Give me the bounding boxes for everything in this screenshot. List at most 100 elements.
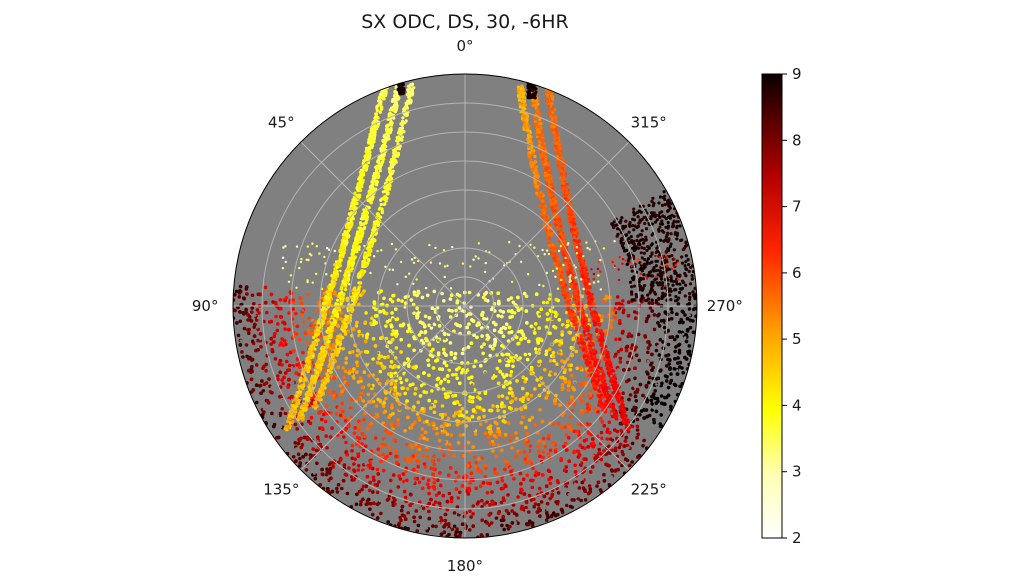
scatter-point-4004 — [650, 288, 655, 292]
scatter-point-202 — [412, 311, 416, 316]
scatter-point-1935 — [281, 381, 286, 386]
scatter-point-2343 — [342, 415, 347, 420]
scatter-point-3079 — [350, 369, 355, 374]
scatter-point-3582 — [660, 286, 664, 290]
scatter-point-3885 — [682, 246, 687, 250]
scatter-point-2052 — [509, 296, 514, 300]
scatter-point-2769 — [386, 355, 390, 359]
scatter-point-223 — [241, 355, 245, 359]
scatter-point-3094 — [577, 486, 582, 490]
scatter-point-4514 — [334, 319, 338, 324]
scatter-point-3904 — [650, 252, 654, 256]
scatter-point-3105 — [287, 327, 291, 332]
scatter-point-3361 — [273, 332, 277, 336]
scatter-point-3454 — [625, 344, 630, 349]
scatter-point-2232 — [370, 512, 375, 517]
scatter-point-158 — [636, 432, 640, 437]
scatter-point-298 — [431, 347, 435, 352]
scatter-point-2233 — [506, 527, 511, 531]
scatter-point-359 — [350, 456, 355, 461]
scatter-point-3272 — [446, 473, 451, 478]
scatter-point-3709 — [662, 230, 666, 234]
scatter-point-3502 — [416, 464, 421, 469]
scatter-point-1816 — [481, 351, 486, 356]
scatter-point-51 — [367, 383, 371, 387]
scatter-point-1762 — [420, 338, 424, 343]
scatter-point-3156 — [480, 312, 484, 317]
scatter-point-3330 — [422, 371, 426, 375]
scatter-point-2845 — [521, 386, 525, 391]
scatter-point-1562 — [250, 310, 254, 314]
scatter-point-3352 — [334, 412, 339, 416]
scatter-point-1746 — [452, 524, 457, 529]
scatter-point-2737 — [402, 489, 407, 494]
scatter-point-4637 — [315, 371, 320, 375]
scatter-point-2036 — [416, 523, 421, 528]
scatter-point-2340 — [399, 380, 404, 385]
scatter-point-3087 — [642, 408, 646, 412]
scatter-point-4682 — [335, 310, 339, 314]
scatter-point-3364 — [427, 485, 431, 490]
scatter-point-3812 — [684, 260, 688, 264]
scatter-point-3006 — [586, 445, 590, 449]
scatter-point-2412 — [371, 399, 376, 404]
scatter-point-383 — [505, 352, 509, 357]
scatter-point-1647 — [541, 455, 545, 460]
scatter-point-2082 — [505, 363, 509, 368]
scatter-point-2359 — [489, 521, 494, 525]
scatter-point-3253 — [533, 423, 538, 427]
scatter-point-3962 — [664, 250, 668, 254]
scatter-point-2168 — [473, 465, 478, 469]
scatter-point-1706 — [325, 446, 329, 450]
scatter-point-3826 — [637, 221, 641, 225]
scatter-point-2405 — [247, 327, 251, 332]
scatter-point-3876 — [636, 215, 640, 219]
scatter-point-2123 — [418, 394, 423, 398]
scatter-point-2841 — [508, 315, 512, 320]
scatter-point-58 — [442, 299, 446, 303]
scatter-point-2521 — [345, 381, 350, 386]
scatter-point-279 — [479, 363, 483, 368]
scatter-point-1718 — [510, 446, 514, 450]
scatter-point-3136 — [399, 508, 404, 513]
scatter-point-3138 — [398, 323, 403, 328]
scatter-point-2964 — [553, 401, 557, 406]
scatter-point-1535 — [587, 484, 592, 488]
scatter-point-48 — [313, 476, 318, 481]
scatter-point-3170 — [626, 313, 631, 318]
scatter-point-4472 — [329, 329, 333, 333]
scatter-point-1485 — [613, 315, 617, 320]
scatter-point-101 — [553, 372, 557, 376]
scatter-point-2347 — [343, 369, 348, 374]
scatter-point-2707 — [528, 459, 532, 464]
scatter-point-2324 — [354, 502, 359, 507]
scatter-point-1927 — [450, 373, 455, 377]
scatter-point-2103 — [359, 391, 364, 396]
scatter-point-3018 — [618, 421, 623, 426]
scatter-point-3262 — [410, 445, 415, 450]
scatter-point-423 — [588, 487, 593, 491]
scatter-point-1890 — [602, 299, 606, 304]
scatter-point-69 — [431, 524, 435, 528]
scatter-point-3968 — [610, 222, 614, 226]
scatter-point-123 — [464, 410, 469, 414]
scatter-point-3660 — [627, 230, 631, 234]
scatter-point-96 — [618, 356, 623, 361]
scatter-point-4655 — [386, 123, 390, 127]
scatter-point-28 — [687, 344, 692, 348]
scatter-point-1679 — [633, 376, 637, 381]
scatter-point-2954 — [453, 356, 457, 360]
scatter-point-2706 — [656, 321, 660, 325]
scatter-point-3708 — [654, 213, 658, 217]
scatter-point-4685 — [345, 280, 349, 284]
scatter-point-3013 — [505, 462, 510, 467]
scatter-point-162 — [658, 337, 663, 342]
scatter-point-1909 — [590, 465, 595, 469]
scatter-point-3015 — [294, 371, 299, 375]
scatter-point-3873 — [678, 273, 682, 277]
scatter-point-1598 — [425, 419, 429, 424]
scatter-point-266 — [496, 381, 501, 386]
scatter-point-3234 — [325, 469, 330, 474]
scatter-point-3483 — [250, 365, 254, 369]
scatter-point-1486 — [379, 361, 383, 366]
